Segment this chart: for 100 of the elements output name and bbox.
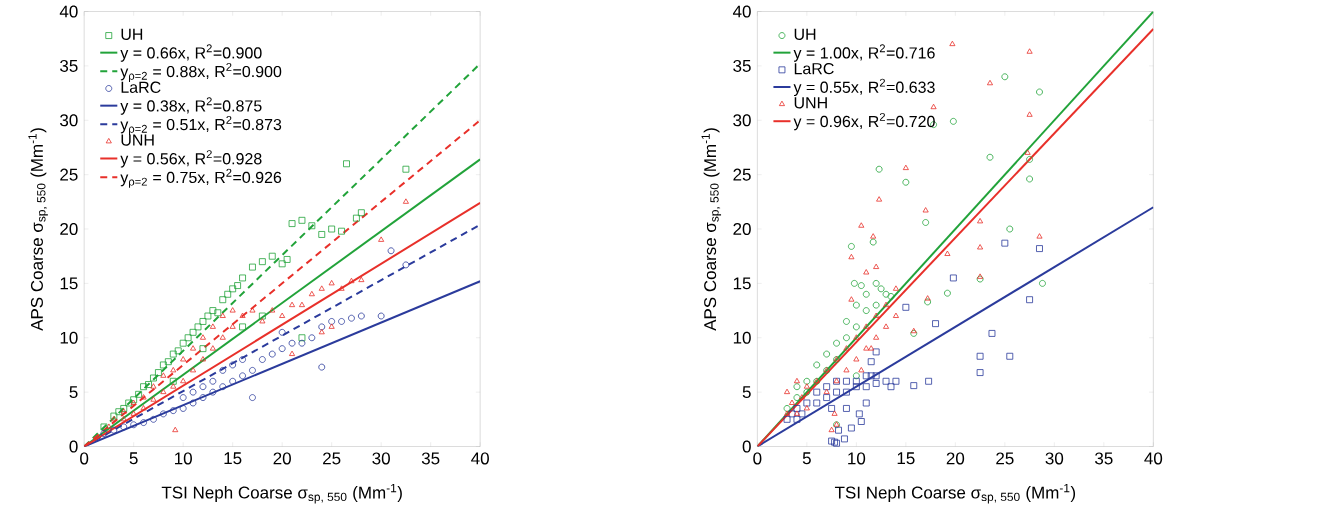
point	[199, 356, 206, 362]
point	[831, 410, 838, 416]
point	[199, 318, 207, 325]
point	[930, 103, 937, 110]
point	[229, 307, 236, 313]
point	[798, 410, 806, 418]
point	[853, 356, 860, 362]
point	[793, 405, 801, 412]
point	[867, 372, 875, 380]
point	[249, 307, 256, 313]
x-tick-label: 10	[175, 452, 192, 465]
point	[1026, 48, 1033, 54]
point	[160, 388, 167, 395]
point	[258, 258, 266, 266]
point	[159, 410, 167, 418]
point	[184, 334, 192, 342]
point	[229, 361, 237, 369]
point	[872, 348, 880, 356]
y-tick-label: 30	[733, 114, 751, 127]
point	[852, 301, 860, 309]
y-tick-label: 5	[742, 386, 751, 399]
point	[848, 296, 855, 302]
point	[402, 198, 409, 204]
y-tick-label: 35	[733, 59, 751, 72]
point	[932, 320, 939, 328]
point	[788, 410, 796, 418]
point	[120, 423, 128, 431]
point	[876, 196, 883, 202]
point	[164, 358, 172, 366]
point	[1006, 225, 1014, 233]
point	[793, 410, 800, 416]
point	[847, 424, 855, 432]
point	[219, 383, 227, 391]
point	[239, 312, 246, 318]
point	[924, 295, 931, 301]
point	[1001, 73, 1009, 81]
point	[209, 345, 216, 351]
point	[833, 339, 840, 347]
y-tick-label: 0	[69, 440, 78, 453]
point	[1036, 245, 1043, 252]
point	[268, 350, 276, 358]
x-tick-label: 25	[323, 452, 341, 465]
point	[887, 383, 895, 391]
point	[784, 410, 791, 416]
point	[892, 312, 899, 318]
legend-label: y = 0.96x, R$^{2}$=0.720	[793, 112, 935, 131]
point	[172, 426, 179, 433]
point	[150, 415, 157, 423]
point	[174, 347, 182, 355]
point	[180, 356, 187, 362]
point	[338, 227, 345, 235]
point	[784, 388, 791, 395]
legend-label: y = 0.66x, R$^{2}$=0.900	[120, 44, 262, 62]
point	[160, 372, 167, 378]
point	[125, 399, 133, 407]
point	[789, 399, 795, 405]
point	[249, 366, 256, 374]
point	[793, 415, 801, 423]
x-tick-label: 35	[421, 452, 440, 465]
point	[180, 377, 187, 384]
point	[798, 394, 805, 400]
point	[234, 282, 242, 289]
legend-label: y = 1.00x, R$^{2}$=0.716	[793, 44, 935, 62]
point	[288, 220, 296, 227]
point	[348, 314, 355, 322]
point	[882, 377, 890, 385]
point	[852, 383, 860, 391]
point	[169, 350, 177, 358]
x-tick-label: 40	[1144, 452, 1163, 465]
point	[977, 273, 984, 279]
point	[843, 318, 850, 325]
point	[308, 290, 315, 297]
x-tick-label: 0	[80, 452, 89, 465]
point	[150, 374, 157, 382]
point	[278, 328, 286, 336]
point	[793, 377, 800, 384]
point	[823, 394, 831, 401]
point	[872, 372, 880, 380]
x-tick-label: 25	[996, 452, 1014, 465]
legend-label: y = 0.38x, R$^{2}$=0.875	[120, 97, 262, 115]
point	[348, 277, 355, 284]
point	[841, 435, 848, 443]
point	[813, 388, 821, 396]
y-axis-title: APS Coarse σ$_{sp, 550}$ (Mm$^{-1}$)	[701, 128, 722, 331]
point	[279, 312, 286, 318]
point	[249, 394, 256, 401]
point	[140, 394, 147, 400]
legend-label: y$_{ρ=2}$ = 0.75x, R$^{2}$=0.926	[120, 168, 282, 188]
point	[1001, 239, 1009, 247]
point	[848, 253, 855, 260]
x-tick-label: 35	[1095, 452, 1113, 465]
y-tick-label: 25	[733, 168, 751, 181]
x-tick-label: 5	[802, 452, 811, 465]
point	[229, 323, 236, 329]
point	[924, 298, 932, 306]
point	[863, 323, 870, 329]
point	[318, 328, 325, 335]
point	[1036, 233, 1043, 239]
point	[873, 312, 880, 318]
point	[318, 363, 326, 371]
